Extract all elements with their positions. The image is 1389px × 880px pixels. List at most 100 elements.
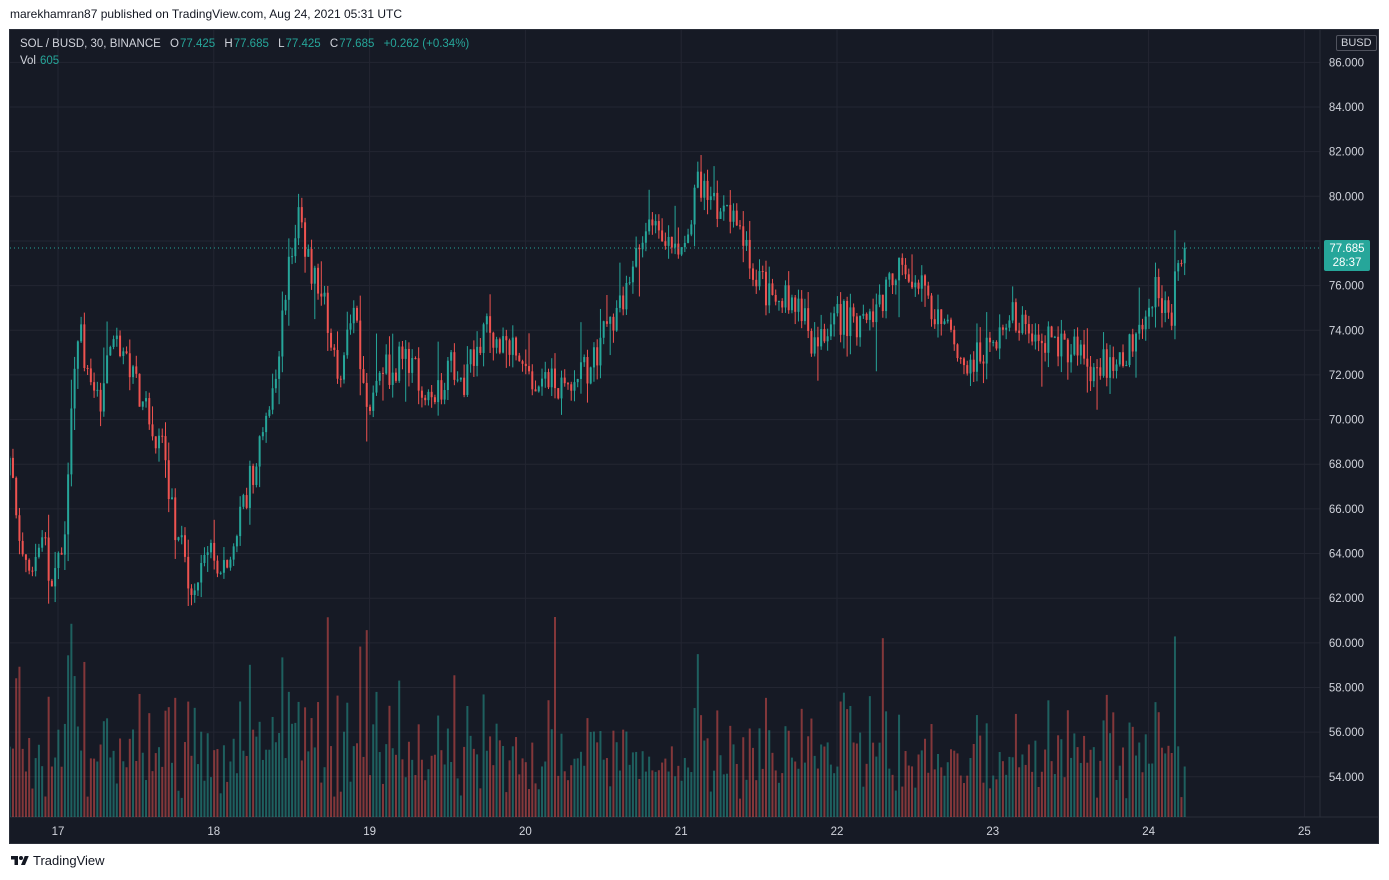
volume-bar xyxy=(966,775,969,817)
volume-bar xyxy=(784,726,787,817)
candle xyxy=(252,463,255,494)
volume-bar xyxy=(875,756,878,817)
candle xyxy=(1040,333,1043,387)
volume-bar xyxy=(1173,636,1176,817)
volume-bar xyxy=(67,655,70,817)
candle-body xyxy=(667,236,670,246)
candle xyxy=(63,521,66,570)
candle-body xyxy=(729,204,732,222)
candle-body xyxy=(469,349,472,365)
volume-bar xyxy=(745,779,748,817)
candle-body xyxy=(115,335,118,340)
volume-bar xyxy=(1154,702,1157,817)
candle xyxy=(962,357,965,375)
symbol-label[interactable]: SOL / BUSD, 30, BINANCE xyxy=(20,38,161,50)
volume-bar xyxy=(297,701,300,817)
candle-body xyxy=(790,297,793,311)
volume-bar xyxy=(164,710,167,817)
price-tick-label: 58.000 xyxy=(1329,683,1364,695)
volume-bar xyxy=(573,758,576,817)
volume-bar xyxy=(862,786,865,817)
candle-body xyxy=(1177,263,1180,272)
candle xyxy=(661,218,664,242)
tradingview-logo[interactable]: TradingView xyxy=(10,853,105,868)
candle xyxy=(109,345,112,356)
candle-body xyxy=(937,309,940,325)
volume-bar xyxy=(274,742,277,817)
volume-bar xyxy=(696,654,699,817)
volume-bar xyxy=(11,748,14,817)
candle xyxy=(528,333,531,375)
volume-bar xyxy=(352,746,355,817)
candlestick-chart[interactable]: 54.000 56.000 58.000 60.000 62.000 64.000 66.0… xyxy=(10,30,1379,844)
candle-body xyxy=(661,230,664,242)
volume-bar xyxy=(443,764,446,817)
volume-bar xyxy=(638,778,641,817)
candle-body xyxy=(135,366,138,374)
candle xyxy=(956,343,959,362)
candle-body xyxy=(304,222,307,257)
candle-body xyxy=(359,320,362,370)
candle-body xyxy=(635,248,638,267)
candle-body xyxy=(739,225,742,227)
candle xyxy=(271,373,274,415)
chart-panel[interactable]: 54.000 56.000 58.000 60.000 62.000 64.000 66.0… xyxy=(9,29,1379,844)
candle xyxy=(917,279,920,295)
candle xyxy=(1154,262,1157,328)
volume-bar xyxy=(674,776,677,817)
candle xyxy=(768,266,771,314)
volume-bar xyxy=(924,738,927,817)
candle xyxy=(226,559,229,569)
volume-label[interactable]: Vol xyxy=(20,55,36,67)
candle xyxy=(239,496,242,546)
candle xyxy=(495,336,498,354)
candle-body xyxy=(265,415,268,433)
candle xyxy=(1021,306,1024,335)
candle xyxy=(927,281,930,299)
volume-bar xyxy=(96,761,99,817)
chart-background xyxy=(10,30,1378,843)
volume-bar xyxy=(430,755,433,817)
candle xyxy=(164,422,167,478)
candle xyxy=(200,554,203,598)
volume-bar xyxy=(1180,797,1183,817)
candle xyxy=(391,333,394,398)
candle-body xyxy=(1031,333,1034,342)
candle-body xyxy=(281,310,284,357)
candle-body xyxy=(336,349,339,379)
candle-body xyxy=(777,301,780,303)
volume-bar xyxy=(485,750,488,817)
candle xyxy=(459,377,462,382)
volume-bar xyxy=(158,747,161,817)
candle-body xyxy=(846,301,849,337)
candle-body xyxy=(966,365,969,374)
volume-bar xyxy=(657,770,660,817)
candle-body xyxy=(414,358,417,360)
volume-bar xyxy=(151,771,154,817)
candle xyxy=(758,259,761,291)
candle xyxy=(1157,268,1160,307)
candle-body xyxy=(664,241,667,246)
candle xyxy=(875,293,878,372)
candle xyxy=(797,289,800,322)
candle xyxy=(1044,335,1047,362)
volume-bar xyxy=(800,708,803,817)
candle xyxy=(554,353,557,399)
candle xyxy=(1070,344,1073,373)
currency-badge[interactable]: BUSD xyxy=(1336,35,1377,51)
candle-body xyxy=(1147,307,1150,317)
candle xyxy=(988,331,991,352)
candle xyxy=(862,304,865,319)
candle-body xyxy=(177,537,180,541)
candle xyxy=(375,333,378,396)
candle xyxy=(537,385,540,393)
candle xyxy=(89,358,92,386)
volume-bar xyxy=(641,751,644,817)
volume-bar xyxy=(813,755,816,817)
volume-bar xyxy=(920,750,923,817)
high-label: H xyxy=(224,38,233,50)
volume-bar xyxy=(726,773,729,817)
candle xyxy=(709,186,712,210)
candle-body xyxy=(1099,367,1102,376)
candle xyxy=(352,300,355,334)
